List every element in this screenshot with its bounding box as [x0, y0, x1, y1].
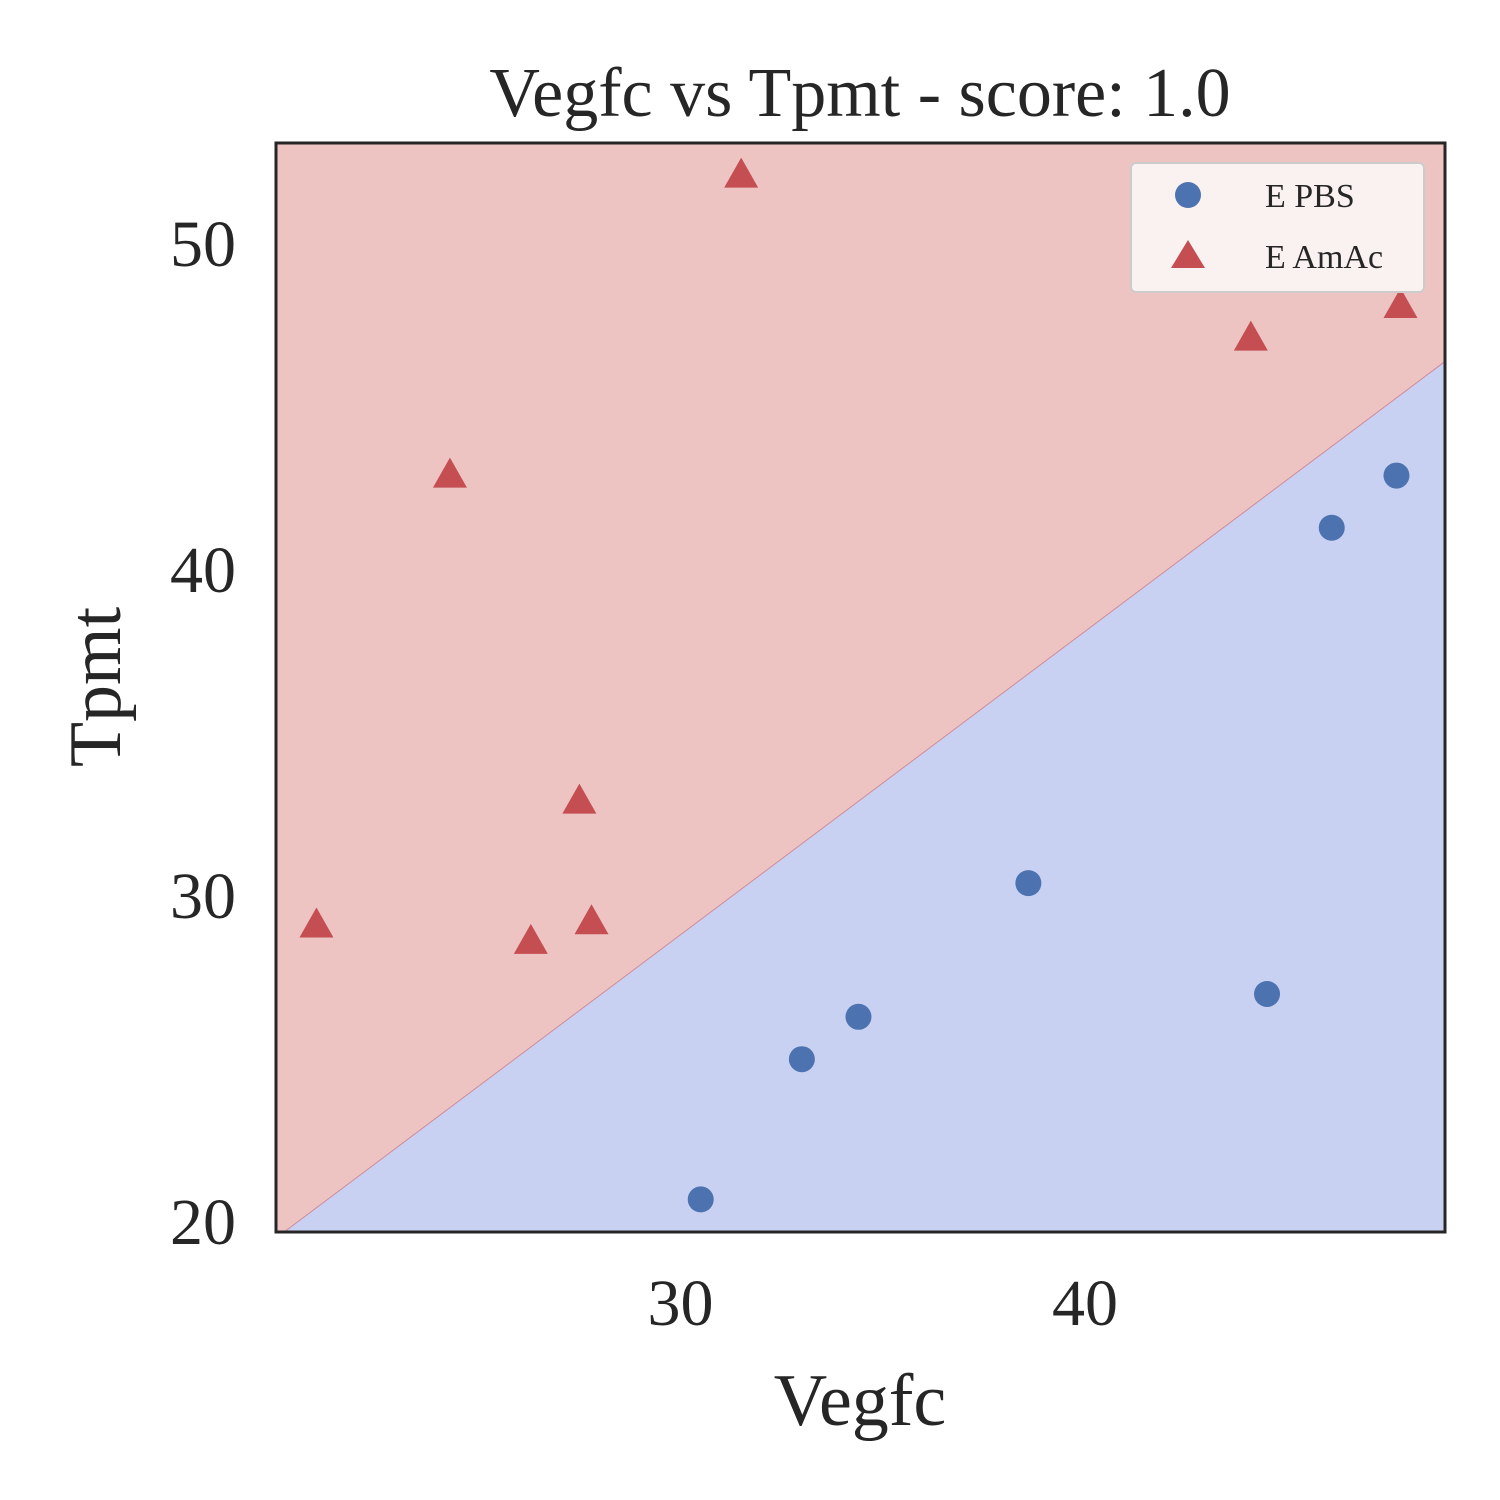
point-e-pbs-2 [788, 1046, 815, 1073]
plot-area [276, 143, 1445, 1232]
legend: E PBS E AmAc [1130, 162, 1425, 293]
x-axis-label: Vegfc [774, 1360, 947, 1442]
point-e-pbs-5 [1254, 980, 1281, 1007]
legend-box [1130, 162, 1425, 293]
y-axis-label: Tpmt [55, 606, 137, 767]
point-e-amac-3 [513, 923, 548, 954]
x-tick-label-30: 30 [647, 1267, 713, 1340]
y-tick-label-20: 20 [170, 1186, 236, 1259]
legend-marker-e-amac [1171, 240, 1205, 268]
x-axis-ticks: 30 40 [647, 1267, 1117, 1340]
point-e-amac-5 [574, 904, 609, 935]
point-e-pbs-6 [1318, 514, 1345, 541]
decision-region-e-amac [276, 143, 1445, 1232]
legend-label-e-amac: E AmAc [1265, 239, 1383, 276]
point-e-amac-2 [432, 457, 467, 488]
point-e-pbs-4 [1015, 870, 1042, 897]
legend-label-e-pbs: E PBS [1265, 178, 1355, 215]
y-tick-label-30: 30 [170, 860, 236, 933]
point-e-amac-8 [1383, 288, 1418, 319]
x-tick-label-40: 40 [1052, 1267, 1118, 1340]
point-e-amac-7 [1233, 320, 1268, 351]
y-axis-ticks: 20 30 40 50 [170, 208, 236, 1259]
data-points [299, 157, 1418, 1213]
y-tick-label-40: 40 [170, 534, 236, 607]
point-e-amac-6 [724, 157, 759, 188]
point-e-pbs-1 [687, 1186, 714, 1213]
point-e-pbs-3 [845, 1003, 872, 1030]
point-e-amac-4 [562, 783, 597, 814]
point-e-amac-1 [299, 907, 334, 938]
legend-marker-e-pbs [1175, 182, 1201, 208]
chart-title: Vegfc vs Tpmt - score: 1.0 [489, 55, 1230, 132]
axes-frame [274, 141, 1447, 1234]
point-e-pbs-7 [1383, 462, 1410, 489]
y-tick-label-50: 50 [170, 208, 236, 281]
decision-boundary-line [283, 361, 1445, 1232]
